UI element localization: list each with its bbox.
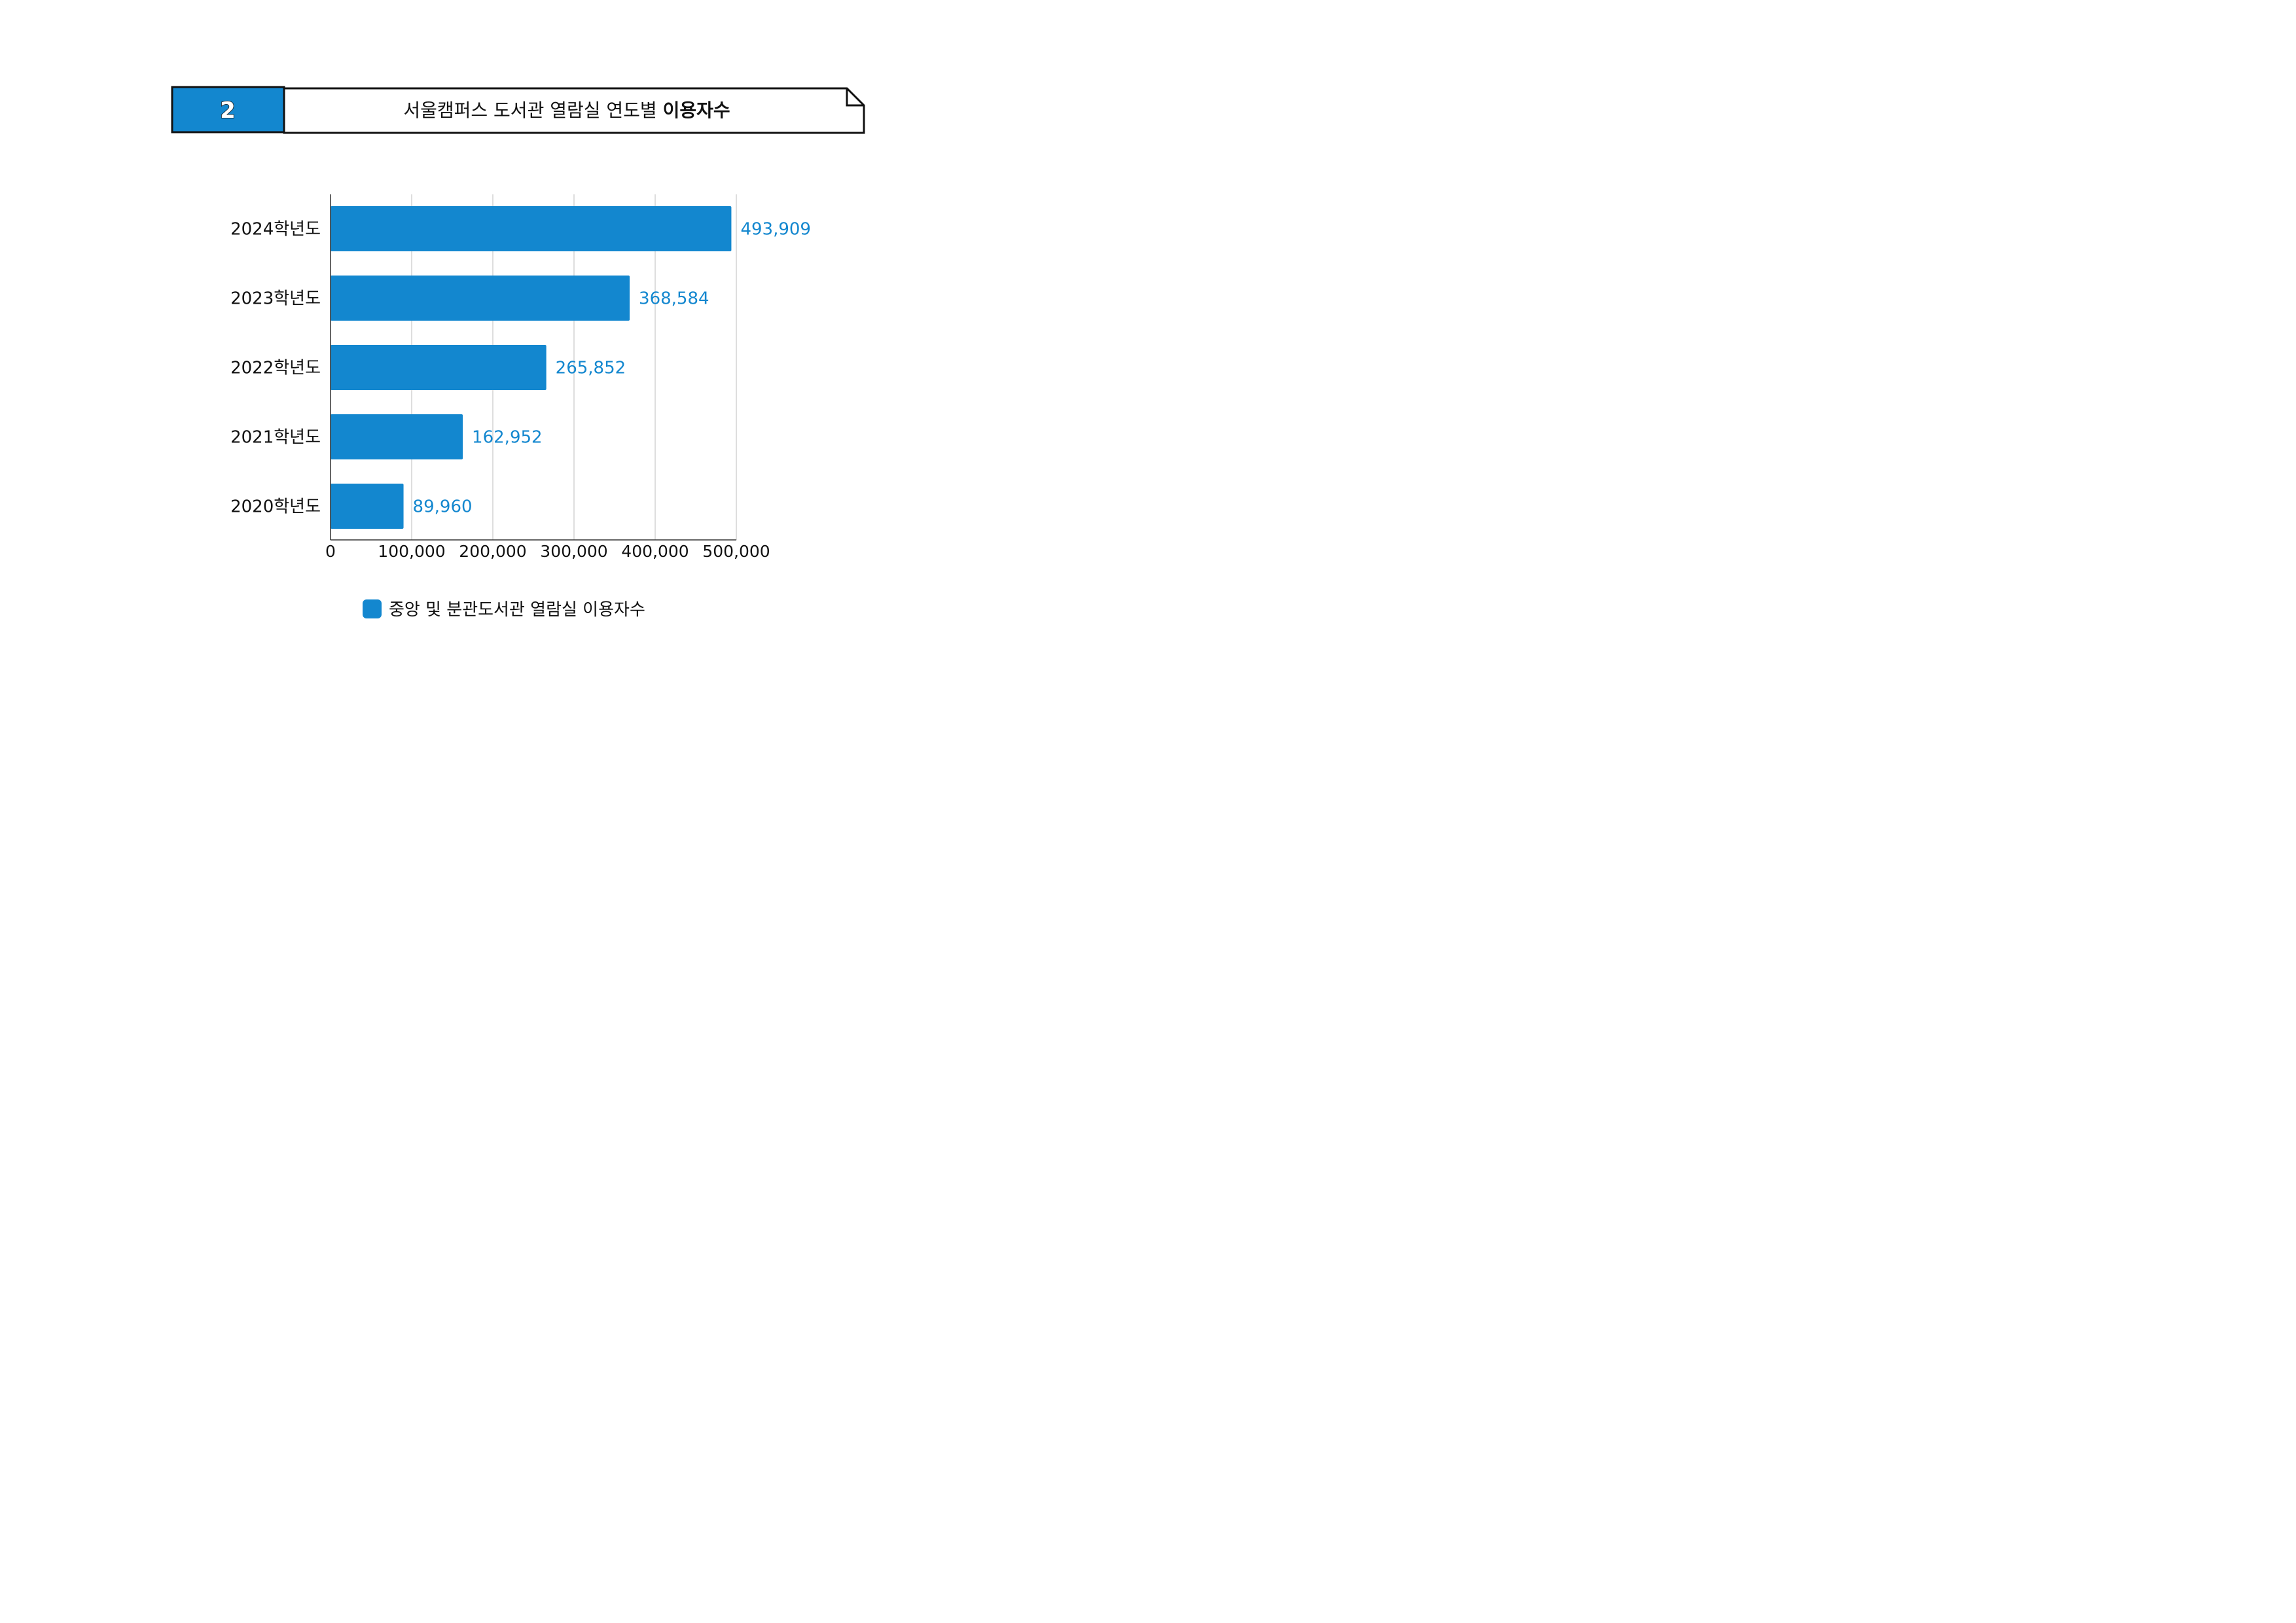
bar	[331, 276, 630, 321]
bar	[331, 414, 463, 459]
category-label: 2020학년도	[230, 497, 321, 517]
data-label: 493,909	[740, 220, 811, 240]
x-tick-label: 500,000	[702, 542, 770, 561]
x-tick-label: 400,000	[621, 542, 689, 561]
category-label: 2024학년도	[230, 220, 321, 240]
data-label: 162,952	[472, 428, 543, 448]
x-tick-label: 200,000	[459, 542, 526, 561]
bar-chart: 2024학년도 2023학년도 2022학년도 2021학년도 2020학년도 493,…	[230, 194, 811, 561]
section-header: 2 서울캠퍼스 도서관 열람실 연도별 이용자수	[171, 86, 865, 134]
legend-swatch	[363, 599, 382, 618]
category-labels: 2024학년도 2023학년도 2022학년도 2021학년도 2020학년도	[230, 220, 321, 517]
bars	[331, 206, 732, 529]
x-tick-labels: 0 100,000 200,000 300,000 400,000 500,000	[325, 542, 770, 561]
x-tick-label: 0	[325, 542, 336, 561]
chart-title-regular: 서울캠퍼스 도서관 열람실 연도별	[403, 99, 662, 121]
data-label: 265,852	[556, 359, 626, 378]
data-label: 89,960	[413, 497, 473, 517]
legend-label: 중앙 및 분관도서관 열람실 이용자수	[389, 600, 645, 620]
x-tick-label: 100,000	[378, 542, 445, 561]
category-label: 2021학년도	[230, 428, 321, 448]
title-banner	[283, 87, 865, 134]
axes	[330, 194, 736, 541]
chart-title-bold: 이용자수	[663, 99, 730, 121]
category-label: 2022학년도	[230, 359, 321, 378]
chart-title: 서울캠퍼스 도서관 열람실 연도별 이용자수	[403, 99, 730, 121]
data-label: 368,584	[639, 289, 709, 309]
bar	[331, 345, 547, 390]
section-number: 2	[220, 98, 236, 124]
section-number-box	[171, 86, 285, 134]
data-labels: 493,909 368,584 265,852 162,952 89,960	[413, 220, 811, 517]
category-label: 2023학년도	[230, 289, 321, 309]
legend: 중앙 및 분관도서관 열람실 이용자수	[363, 599, 645, 620]
x-tick-label: 300,000	[540, 542, 607, 561]
infographic-canvas: 2 서울캠퍼스 도서관 열람실 연도별 이용자수 2024학년도2023학년도2…	[171, 86, 865, 620]
bar	[331, 206, 732, 251]
bar	[331, 484, 404, 529]
title-banner-fold-icon	[846, 88, 864, 107]
